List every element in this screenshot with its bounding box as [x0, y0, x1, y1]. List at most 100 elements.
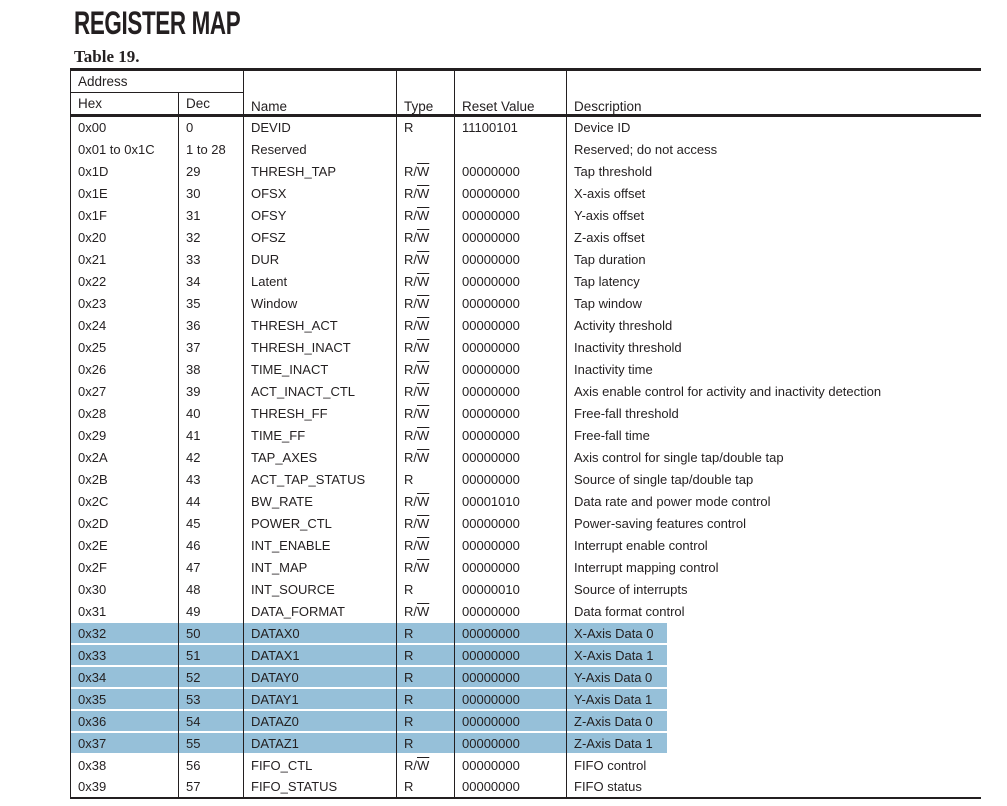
cell-hex: 0x2F: [70, 556, 179, 578]
cell-description: Free-fall threshold: [566, 402, 981, 424]
cell-description: Source of interrupts: [566, 578, 981, 600]
cell-name: DATAX1: [243, 644, 397, 666]
table-row: 0x34 52 DATAY0 R 00000000 Y-Axis Data 0: [70, 666, 981, 688]
cell-description: Data format control: [566, 600, 981, 622]
cell-type: R: [396, 622, 455, 644]
cell-type: R/W: [396, 534, 455, 556]
cell-dec: 51: [178, 644, 244, 666]
cell-reset-value: 00000000: [454, 402, 567, 424]
cell-name: THRESH_FF: [243, 402, 397, 424]
cell-name: Reserved: [243, 138, 397, 160]
cell-type: R: [396, 644, 455, 666]
overline-w: W: [417, 361, 430, 377]
table-row: 0x1E 30 OFSX R/W 00000000 X-axis offset: [70, 182, 981, 204]
cell-description: Inactivity threshold: [566, 336, 981, 358]
cell-dec: 54: [178, 710, 244, 732]
overline-w: W: [417, 757, 430, 773]
cell-reset-value: 00000000: [454, 710, 567, 732]
cell-description: Inactivity time: [566, 358, 981, 380]
cell-hex: 0x2B: [70, 468, 179, 490]
table-row: 0x26 38 TIME_INACT R/W 00000000 Inactivity ti…: [70, 358, 981, 380]
cell-reset-value: 00000000: [454, 182, 567, 204]
table-row: 0x23 35 Window R/W 00000000 Tap window: [70, 292, 981, 314]
cell-type: R/W: [396, 292, 455, 314]
cell-type: R/W: [396, 512, 455, 534]
cell-type: R/W: [396, 446, 455, 468]
table-row: 0x38 56 FIFO_CTL R/W 00000000 FIFO control: [70, 754, 981, 776]
cell-reset-value: 00000000: [454, 314, 567, 336]
cell-name: TIME_INACT: [243, 358, 397, 380]
cell-type: R/W: [396, 490, 455, 512]
cell-hex: 0x23: [70, 292, 179, 314]
cell-hex: 0x36: [70, 710, 179, 732]
cell-name: DATAZ0: [243, 710, 397, 732]
table-row: 0x24 36 THRESH_ACT R/W 00000000 Activity thre…: [70, 314, 981, 336]
cell-name: DATAY0: [243, 666, 397, 688]
cell-dec: 35: [178, 292, 244, 314]
cell-name: DATAX0: [243, 622, 397, 644]
cell-description: Interrupt enable control: [566, 534, 981, 556]
cell-hex: 0x38: [70, 754, 179, 776]
cell-hex: 0x20: [70, 226, 179, 248]
cell-hex: 0x29: [70, 424, 179, 446]
cell-type: R/W: [396, 754, 455, 776]
cell-reset-value: 00000000: [454, 732, 567, 754]
cell-hex: 0x2C: [70, 490, 179, 512]
cell-dec: 29: [178, 160, 244, 182]
table-row: 0x33 51 DATAX1 R 00000000 X-Axis Data 1: [70, 644, 981, 666]
register-map-table: Address Name Type Reset Value Descriptio…: [70, 68, 981, 799]
cell-description: Interrupt mapping control: [566, 556, 981, 578]
cell-type: R/W: [396, 204, 455, 226]
overline-w: W: [417, 295, 430, 311]
cell-reset-value: 00000000: [454, 512, 567, 534]
cell-dec: 50: [178, 622, 244, 644]
overline-w: W: [417, 317, 430, 333]
cell-hex: 0x24: [70, 314, 179, 336]
cell-hex: 0x31: [70, 600, 179, 622]
cell-type: [396, 138, 455, 160]
cell-type: R/W: [396, 556, 455, 578]
column-header-hex: Hex: [70, 92, 179, 116]
cell-hex: 0x25: [70, 336, 179, 358]
cell-dec: 56: [178, 754, 244, 776]
cell-type: R: [396, 578, 455, 600]
overline-w: W: [417, 273, 430, 289]
column-header-dec: Dec: [178, 92, 244, 116]
table-row: 0x21 33 DUR R/W 00000000 Tap duration: [70, 248, 981, 270]
cell-name: Window: [243, 292, 397, 314]
cell-type: R/W: [396, 336, 455, 358]
cell-description: Free-fall time: [566, 424, 981, 446]
table-row: 0x35 53 DATAY1 R 00000000 Y-Axis Data 1: [70, 688, 981, 710]
cell-name: THRESH_TAP: [243, 160, 397, 182]
cell-type: R/W: [396, 226, 455, 248]
cell-name: FIFO_STATUS: [243, 776, 397, 798]
cell-reset-value: 00000000: [454, 644, 567, 666]
cell-name: INT_SOURCE: [243, 578, 397, 600]
cell-description: Z-axis offset: [566, 226, 981, 248]
cell-type: R: [396, 115, 455, 138]
overline-w: W: [417, 603, 430, 619]
cell-hex: 0x2A: [70, 446, 179, 468]
cell-dec: 1 to 28: [178, 138, 244, 160]
cell-description: Activity threshold: [566, 314, 981, 336]
cell-type: R/W: [396, 380, 455, 402]
cell-reset-value: 11100101: [454, 115, 567, 138]
cell-description: Tap window: [566, 292, 981, 314]
table-row: 0x29 41 TIME_FF R/W 00000000 Free-fall time: [70, 424, 981, 446]
cell-description: Source of single tap/double tap: [566, 468, 981, 490]
cell-description: Device ID: [566, 115, 981, 138]
cell-reset-value: 00000000: [454, 600, 567, 622]
table-header: Address Name Type Reset Value Descriptio…: [70, 69, 981, 116]
cell-reset-value: 00000000: [454, 160, 567, 182]
cell-description: Z-Axis Data 0: [566, 710, 981, 732]
cell-name: Latent: [243, 270, 397, 292]
cell-name: THRESH_INACT: [243, 336, 397, 358]
cell-hex: 0x22: [70, 270, 179, 292]
cell-name: DATAY1: [243, 688, 397, 710]
column-header-address: Address: [70, 69, 244, 93]
cell-dec: 43: [178, 468, 244, 490]
cell-reset-value: 00000000: [454, 446, 567, 468]
cell-dec: 48: [178, 578, 244, 600]
cell-dec: 40: [178, 402, 244, 424]
cell-reset-value: 00000010: [454, 578, 567, 600]
